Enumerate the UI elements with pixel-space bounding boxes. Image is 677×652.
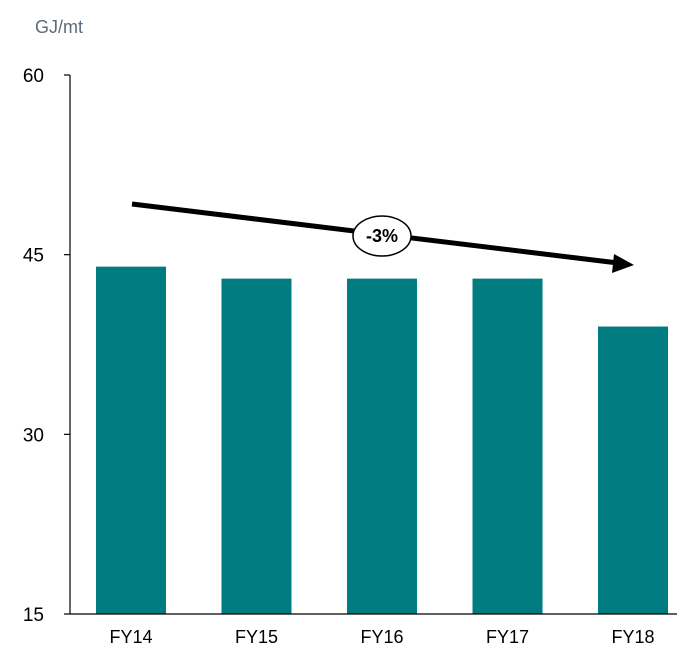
x-tick-label: FY17 — [486, 627, 529, 647]
x-tick-label: FY18 — [611, 627, 654, 647]
bar-fy17 — [472, 278, 543, 614]
bar-fy18 — [598, 326, 668, 614]
unit-label: GJ/mt — [35, 17, 83, 37]
x-tick-label: FY16 — [360, 627, 403, 647]
y-tick-label: 15 — [23, 605, 44, 626]
y-axis-ticks: 15 30 45 60 — [23, 66, 70, 626]
y-tick-label: 60 — [23, 66, 44, 87]
bar-fy15 — [221, 278, 292, 614]
x-tick-label: FY14 — [109, 627, 152, 647]
bars — [96, 266, 668, 614]
bar-fy16 — [347, 278, 417, 614]
y-tick-label: 45 — [23, 246, 44, 267]
y-tick-label: 30 — [23, 425, 44, 446]
bar-fy14 — [96, 266, 166, 614]
trend-annotation-label: -3% — [366, 226, 398, 246]
x-tick-label: FY15 — [235, 627, 278, 647]
trend-annotation: -3% — [352, 215, 412, 257]
x-axis-ticks: FY14 FY15 FY16 FY17 FY18 — [109, 627, 654, 647]
